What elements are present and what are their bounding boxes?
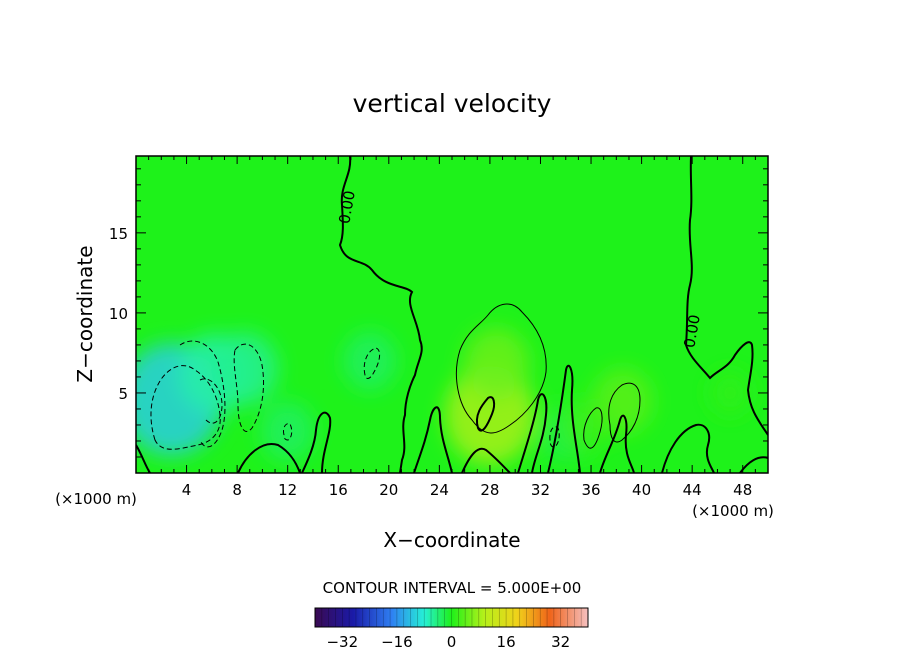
colorbar-tick-label: −32 [326,633,358,651]
negative-contour-line [179,340,226,448]
colorbar-gradient [314,607,589,628]
field-shading [260,401,315,462]
field-shading [463,327,530,401]
zero-contour-line [739,456,768,473]
x-tick-label: 28 [480,481,499,499]
positive-contour-line [583,407,603,449]
contour-label: 0.00 [680,313,704,349]
x-tick-label: 8 [232,481,242,499]
zero-contour-line [237,443,301,473]
y-tick-label: 5 [118,385,128,403]
x-tick-label: 20 [379,481,398,499]
colorbar-tick-label: 16 [497,633,516,651]
negative-contour-line [199,378,223,424]
zero-contour-line [301,411,332,473]
x-tick-label: 24 [430,481,449,499]
negative-contour-line [549,426,560,448]
negative-contour-line [150,365,221,450]
zero-contour-line [684,156,768,436]
negative-contour-line [363,347,381,379]
negative-contour-line [283,423,293,441]
y-tick-label: 10 [109,305,128,323]
colorbar-tick-label: 0 [447,633,457,651]
x-axis-label: X−coordinate [383,528,520,552]
positive-contour-line [455,303,547,434]
x-tick-label: 4 [182,481,192,499]
colorbar-tick-label: −16 [381,633,413,651]
x-tick-label: 32 [531,481,550,499]
colorbar: −32 −16 0 16 32 [314,607,589,651]
field-shading [342,331,397,391]
positive-contour-line [608,382,641,443]
zero-contour-line [461,447,511,473]
y-axis-label: Z−coordinate [73,245,97,382]
field-shading [211,332,278,406]
x-tick-label: 36 [581,481,600,499]
zero-contour-line [413,406,453,473]
chart-title: vertical velocity [353,89,552,118]
positive-contour-line [476,396,496,432]
contour-label: 0.00 [335,189,359,225]
zero-contour-line [599,414,635,473]
colorbar-tick-label: 32 [551,633,570,651]
zero-contour-line [517,393,548,473]
x-tick-label: 40 [632,481,651,499]
zero-contour-line [661,423,715,473]
zero-contour-line [338,156,423,473]
negative-contour-line [233,343,265,432]
y-tick-label: 15 [109,225,128,243]
x-unit-left: (×1000 m) [55,490,137,508]
x-tick-label: 48 [733,481,752,499]
field-shading [709,369,752,417]
x-tick-label: 12 [278,481,297,499]
x-tick-label: 16 [329,481,348,499]
x-tick-label: 44 [683,481,702,499]
contour-interval-text: CONTOUR INTERVAL = 5.000E+00 [323,579,582,597]
x-unit-right: (×1000 m) [692,502,774,520]
